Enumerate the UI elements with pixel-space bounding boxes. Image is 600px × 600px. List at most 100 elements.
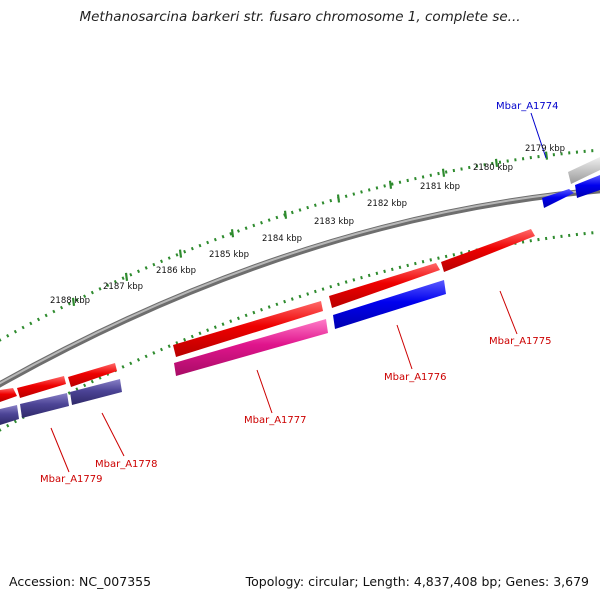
scale-dot [144, 354, 148, 359]
gene-arrow[interactable] [17, 376, 66, 398]
scale-dot [36, 317, 41, 322]
scale-dot [414, 261, 417, 266]
scale-dot [221, 234, 225, 239]
backbone [0, 187, 600, 388]
gene-arrow[interactable] [333, 280, 446, 329]
scale-dot [414, 176, 417, 181]
scale-dot [260, 307, 263, 312]
gene-arrow[interactable] [568, 157, 600, 184]
scale-dot [236, 229, 240, 233]
major-tick [283, 210, 288, 219]
gene-arrow[interactable] [575, 175, 600, 198]
gene-arrow[interactable] [68, 363, 117, 387]
scale-dot [521, 240, 525, 244]
gene-arrow[interactable] [441, 229, 535, 272]
scale-dot [252, 310, 256, 315]
scale-dot [460, 167, 463, 171]
scale-dot [121, 276, 125, 280]
scale-dot [344, 194, 348, 198]
scale-dot [90, 290, 94, 295]
scale-dot [283, 299, 287, 304]
scale-dot [13, 419, 17, 424]
scale-dot [398, 265, 402, 270]
gene-arrow[interactable] [0, 405, 19, 425]
gene-label[interactable]: Mbar_A1776 [384, 372, 447, 383]
scale-dot [0, 338, 2, 342]
scale-dot [221, 322, 225, 326]
scale-label: 2183 kbp [314, 217, 354, 227]
scale-dot [129, 272, 133, 277]
scale-dot [159, 347, 164, 352]
scale-dot [344, 280, 348, 284]
accession-text: Accession: NC_007355 [9, 574, 152, 589]
scale-label: 2180 kbp [473, 163, 513, 173]
scale-dot [90, 379, 94, 384]
scale-label: 2188 kbp [50, 296, 90, 306]
scale-dot [75, 387, 79, 391]
gene-features [0, 157, 600, 425]
scale-dot [83, 383, 87, 388]
gene-labels: Mbar_A1774 Mbar_A1775 Mbar_A1776 Mbar_A1… [40, 101, 559, 485]
gene-label[interactable]: Mbar_A1777 [244, 415, 307, 426]
scale-dot [375, 271, 379, 276]
major-tick [336, 194, 341, 203]
gene-label[interactable]: Mbar_A1779 [40, 474, 103, 485]
scale-dot [21, 325, 25, 330]
scale-dot [206, 240, 210, 245]
major-tick [494, 158, 499, 168]
scale-dot [306, 292, 310, 296]
gene-arrow[interactable] [173, 301, 323, 357]
scale-dot [160, 259, 164, 264]
scale-dot [106, 283, 110, 288]
scale-dot [252, 223, 256, 228]
callout-line [530, 112, 547, 159]
scale-dot [152, 262, 156, 267]
gene-arrow[interactable] [70, 379, 122, 405]
scale-dot [229, 319, 233, 323]
scale-dot [152, 351, 156, 355]
scale-dot [429, 173, 433, 177]
scale-dot [167, 344, 171, 348]
scale-label: 2187 kbp [103, 282, 143, 292]
scale-dot [437, 256, 440, 260]
scale-dot [136, 357, 141, 362]
scale-dot [406, 263, 410, 268]
scale-dot [229, 232, 233, 236]
scale-label: 2186 kbp [156, 266, 196, 276]
scale-dot [360, 275, 363, 280]
major-tick [230, 229, 235, 238]
gene-arrow[interactable] [542, 189, 574, 208]
scale-dot [98, 287, 102, 291]
scale-dot [213, 237, 217, 242]
scale-dot [421, 259, 425, 264]
scale-dot [244, 313, 248, 318]
scale-dot [213, 325, 217, 329]
gene-label[interactable]: Mbar_A1778 [95, 459, 158, 470]
scale-dot [175, 253, 179, 257]
major-tick [178, 249, 183, 258]
gene-label[interactable]: Mbar_A1775 [489, 336, 552, 347]
scale-dot [275, 302, 279, 307]
scale-dot [444, 254, 448, 259]
scale-dot [313, 289, 317, 294]
gene-arrow[interactable] [174, 319, 328, 376]
callout-line [499, 290, 518, 335]
major-ticks [71, 151, 549, 307]
scale-dot [236, 316, 240, 321]
scale-dot [452, 168, 456, 173]
scale-dot [529, 239, 532, 243]
gene-arrow[interactable] [329, 263, 440, 308]
scale-dot [267, 218, 271, 222]
label-callouts [50, 112, 547, 473]
scale-dot [6, 423, 10, 428]
scale-dot [406, 178, 409, 183]
scale-dot [275, 215, 279, 220]
scale-dot [444, 170, 448, 174]
gene-arrow[interactable] [20, 393, 69, 418]
scale-dot [267, 305, 271, 309]
scale-dot [183, 337, 187, 342]
gene-arrow[interactable] [0, 388, 17, 402]
scale-dot [383, 269, 386, 274]
gene-label[interactable]: Mbar_A1774 [496, 101, 559, 112]
scale-dot [544, 236, 548, 241]
